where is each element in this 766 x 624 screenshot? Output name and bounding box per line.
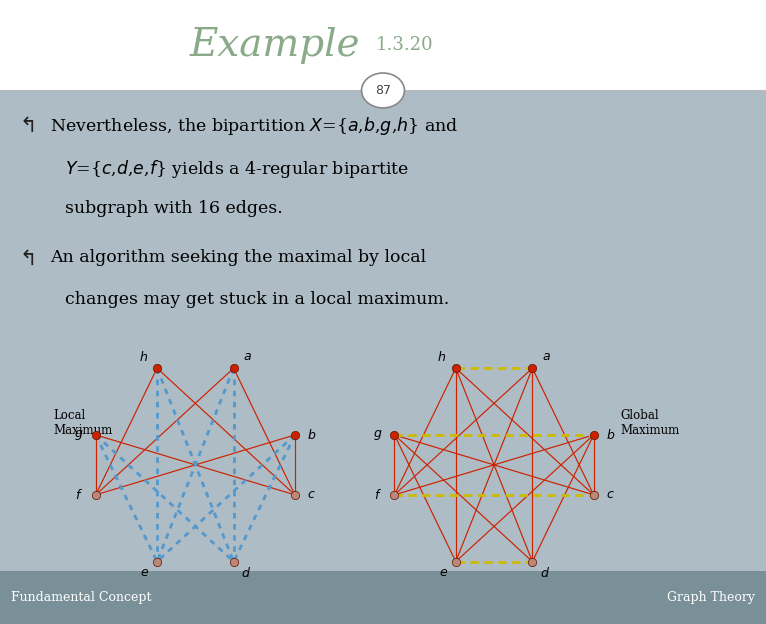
Text: Fundamental Concept: Fundamental Concept bbox=[11, 591, 152, 604]
Text: ↰: ↰ bbox=[19, 249, 37, 269]
Text: $\mathit{c}$: $\mathit{c}$ bbox=[307, 489, 316, 501]
Text: $\mathit{f}$: $\mathit{f}$ bbox=[75, 488, 83, 502]
Bar bbox=[0, 571, 766, 624]
Circle shape bbox=[362, 73, 404, 108]
Text: $\mathit{d}$: $\mathit{d}$ bbox=[539, 566, 550, 580]
Text: An algorithm seeking the maximal by local: An algorithm seeking the maximal by loca… bbox=[50, 249, 426, 266]
Text: Graph Theory: Graph Theory bbox=[666, 591, 755, 604]
Text: ↰: ↰ bbox=[19, 115, 37, 135]
Text: $\mathit{Y}$={$\mathit{c}$,$\mathit{d}$,$\mathit{e}$,$\mathit{f}$} yields a 4-re: $\mathit{Y}$={$\mathit{c}$,$\mathit{d}$,… bbox=[65, 158, 410, 180]
Text: $\mathit{d}$: $\mathit{d}$ bbox=[241, 566, 251, 580]
Text: $\mathit{g}$: $\mathit{g}$ bbox=[74, 428, 83, 442]
Text: $\mathit{g}$: $\mathit{g}$ bbox=[373, 428, 382, 442]
Text: $\mathit{h}$: $\mathit{h}$ bbox=[437, 350, 447, 364]
Text: changes may get stuck in a local maximum.: changes may get stuck in a local maximum… bbox=[65, 291, 450, 308]
Text: $\mathit{a}$: $\mathit{a}$ bbox=[542, 351, 551, 363]
Text: $\mathit{c}$: $\mathit{c}$ bbox=[606, 489, 615, 501]
Text: $\mathit{e}$: $\mathit{e}$ bbox=[439, 567, 448, 579]
Text: 1.3.20: 1.3.20 bbox=[375, 36, 433, 54]
Bar bbox=[0, 0, 766, 90]
Text: $\mathit{a}$: $\mathit{a}$ bbox=[243, 351, 252, 363]
Text: $\mathit{b}$: $\mathit{b}$ bbox=[606, 428, 615, 442]
Text: $\mathit{e}$: $\mathit{e}$ bbox=[140, 567, 149, 579]
Text: Example: Example bbox=[189, 27, 360, 64]
Text: Nevertheless, the bipartition $\mathit{X}$={$\mathit{a}$,$\mathit{b}$,$\mathit{g: Nevertheless, the bipartition $\mathit{X… bbox=[50, 115, 458, 137]
Text: subgraph with 16 edges.: subgraph with 16 edges. bbox=[65, 200, 283, 217]
Text: $\mathit{f}$: $\mathit{f}$ bbox=[374, 488, 381, 502]
Text: Local
Maximum: Local Maximum bbox=[54, 409, 113, 437]
Text: Global
Maximum: Global Maximum bbox=[620, 409, 679, 437]
Text: $\mathit{b}$: $\mathit{b}$ bbox=[307, 428, 316, 442]
Text: $\mathit{h}$: $\mathit{h}$ bbox=[139, 350, 148, 364]
Text: 87: 87 bbox=[375, 84, 391, 97]
